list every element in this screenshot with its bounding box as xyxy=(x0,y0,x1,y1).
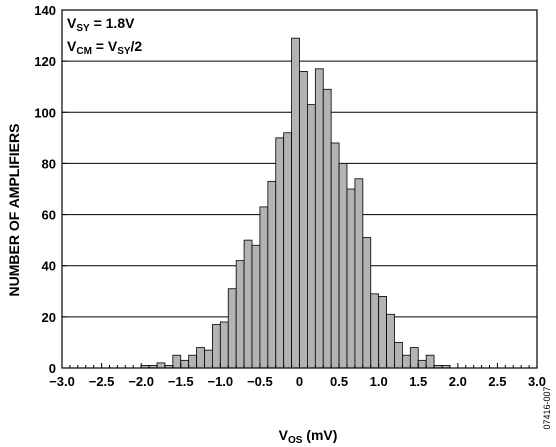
histogram-bar xyxy=(307,104,316,369)
x-tick-label: −3.0 xyxy=(49,374,75,389)
x-tick-label: −2.5 xyxy=(89,374,115,389)
histogram-bar xyxy=(402,354,411,369)
histogram-bar xyxy=(243,239,253,369)
histogram-bar xyxy=(299,70,308,369)
histogram-bar xyxy=(180,359,190,369)
y-axis-label: NUMBER OF AMPLIFIERS xyxy=(6,124,22,297)
x-tick-label: 0 xyxy=(296,374,303,389)
histogram-bar xyxy=(291,37,300,369)
annotation-line-vsy: VSY = 1.8V xyxy=(67,15,135,34)
histogram-bar xyxy=(354,178,364,369)
x-tick-labels: −3.0 −2.5 −2.0 −1.5 −1.0 −0.5 0 0.5 1.0 1.5 2.0 2.5… xyxy=(49,374,546,389)
y-tick-label: 120 xyxy=(34,54,56,69)
y-tick-label: 20 xyxy=(42,310,56,325)
histogram-bars xyxy=(140,37,451,369)
histogram-bar xyxy=(338,163,348,369)
histogram-bar xyxy=(362,237,372,369)
histogram-bar xyxy=(235,260,245,369)
histogram-bar xyxy=(330,142,340,369)
histogram-bar xyxy=(251,244,261,369)
histogram-bar xyxy=(267,180,277,369)
histogram-bar xyxy=(204,349,213,369)
histogram-bar xyxy=(346,188,356,369)
figure-id: 07416-007 xyxy=(542,386,552,429)
x-tick-label: −1.0 xyxy=(207,374,233,389)
histogram-bar xyxy=(425,354,435,369)
histogram-bar xyxy=(394,342,403,369)
x-tick-label: −0.5 xyxy=(247,374,273,389)
histogram-bar xyxy=(156,362,166,369)
x-tick-label: −1.5 xyxy=(168,374,194,389)
x-tick-label: 0.5 xyxy=(330,374,348,389)
annotation-line-vcm: VCM = VSY/2 xyxy=(67,38,142,57)
x-tick-label: 2.0 xyxy=(449,374,467,389)
histogram-bar xyxy=(409,347,419,369)
axis-ticks xyxy=(61,9,538,369)
y-tick-label: 0 xyxy=(49,361,56,376)
histogram-bar xyxy=(386,313,395,369)
y-tick-labels: 0 20 40 60 80 100 120 140 xyxy=(34,3,56,376)
histogram-bar xyxy=(188,354,197,369)
y-tick-label: 80 xyxy=(42,156,56,171)
y-tick-label: 100 xyxy=(34,105,56,120)
histogram-bar xyxy=(196,347,205,369)
histogram-bar xyxy=(322,88,332,369)
histogram-bar xyxy=(227,288,237,369)
y-tick-label: 140 xyxy=(34,3,56,18)
histogram-bar xyxy=(259,206,269,369)
conditions-annotation: VSY = 1.8V VCM = VSY/2 xyxy=(67,15,142,57)
x-tick-label: −2.0 xyxy=(128,374,154,389)
histogram-bar xyxy=(370,293,380,369)
histogram-bar xyxy=(172,354,182,369)
x-tick-label: 2.5 xyxy=(488,374,506,389)
histogram-bar xyxy=(212,324,221,369)
histogram-bar xyxy=(219,321,229,369)
histogram-bar xyxy=(275,137,285,369)
x-tick-label: 3.0 xyxy=(528,374,546,389)
x-axis-label: VOS (mV) xyxy=(279,427,338,446)
x-tick-label: 1.5 xyxy=(409,374,427,389)
histogram-bar xyxy=(283,132,292,369)
histogram-bar xyxy=(378,295,387,369)
x-tick-label: 1.0 xyxy=(370,374,388,389)
histogram-bar xyxy=(314,68,324,369)
y-tick-label: 60 xyxy=(42,208,56,223)
histogram-bar xyxy=(417,359,427,369)
y-tick-label: 40 xyxy=(42,259,56,274)
